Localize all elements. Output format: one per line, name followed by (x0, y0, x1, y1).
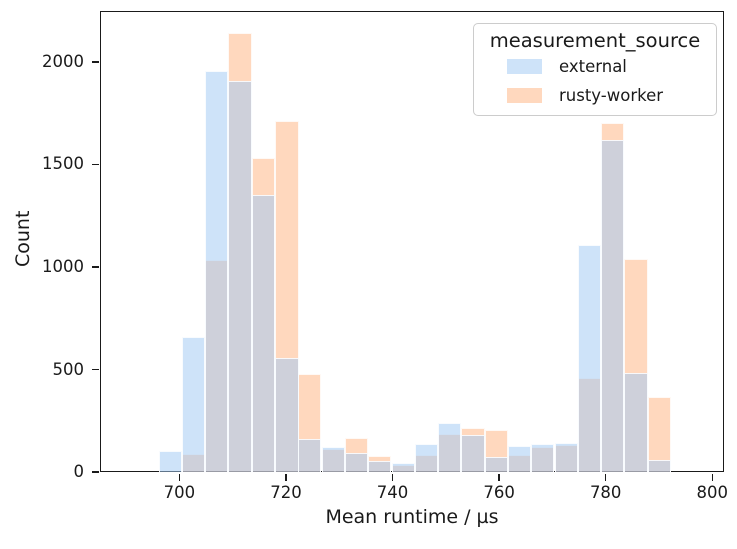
y-axis-label: Count (12, 210, 34, 267)
histogram-bar-external (158, 450, 182, 472)
histogram-bar-external (461, 435, 485, 472)
x-tick-mark (285, 473, 287, 481)
y-tick-label: 1500 (42, 154, 84, 174)
histogram-bar-external (578, 245, 602, 472)
x-tick-label: 740 (376, 483, 409, 502)
y-tick-mark (91, 163, 99, 166)
legend-label: external (559, 57, 627, 76)
x-tick-mark (605, 473, 607, 481)
y-tick-label: 1000 (42, 256, 84, 276)
histogram-bar-external (484, 456, 508, 472)
legend-swatch-rusty-worker (507, 88, 542, 103)
histogram-bar-external (251, 195, 276, 472)
histogram-bar-external (554, 443, 578, 472)
x-tick-mark (711, 473, 713, 481)
x-tick-label: 700 (163, 483, 196, 502)
x-tick-label: 800 (696, 483, 729, 502)
legend-entry-rusty-worker: rusty-worker (474, 81, 716, 110)
legend-title: measurement_source (489, 29, 701, 52)
x-tick-label: 780 (589, 483, 622, 502)
legend-entry-external: external (474, 52, 716, 81)
legend-label: rusty-worker (559, 86, 664, 105)
legend-swatch-external (507, 59, 542, 74)
histogram-bar-external (531, 444, 555, 472)
x-tick-label: 720 (270, 483, 302, 502)
histogram-bar-external (414, 443, 439, 472)
histogram-bar-external (368, 461, 392, 472)
histogram-bar-external (391, 462, 415, 472)
x-axis-label: Mean runtime / µs (325, 506, 499, 528)
y-tick-mark (91, 471, 99, 473)
x-tick-mark (498, 473, 500, 481)
histogram-bar-external (647, 460, 672, 472)
y-tick-label: 2000 (42, 51, 84, 71)
histogram-bar-external (600, 139, 625, 472)
histogram-bar-external (205, 71, 229, 472)
histogram-bar-external (228, 81, 252, 472)
legend-entries: external rusty-worker (474, 52, 716, 110)
histogram-bar-rusty-worker (647, 397, 672, 472)
histogram-bar-external (321, 447, 345, 472)
y-tick-mark (91, 368, 99, 371)
x-tick-mark (178, 473, 181, 481)
histogram-bar-external (508, 445, 532, 472)
x-tick-label: 760 (483, 483, 515, 502)
y-tick-mark (91, 61, 99, 63)
histogram-bar-external (275, 358, 299, 472)
histogram-bar-external (298, 439, 322, 472)
histogram-bar-external (182, 336, 206, 472)
histogram-bar-external (624, 372, 648, 472)
y-tick-mark (91, 266, 99, 268)
histogram-bar-external (345, 452, 369, 472)
y-tick-label: 500 (52, 359, 85, 379)
y-tick-label: 0 (73, 462, 85, 481)
histogram-bar-external (437, 423, 462, 472)
x-tick-mark (391, 473, 394, 481)
legend: measurement_source external rusty-worker (473, 23, 717, 116)
